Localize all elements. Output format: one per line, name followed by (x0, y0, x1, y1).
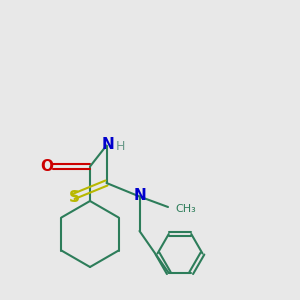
Text: S: S (69, 190, 80, 206)
Text: CH₃: CH₃ (176, 203, 196, 214)
Text: O: O (40, 159, 54, 174)
Text: N: N (134, 188, 146, 203)
Text: H: H (115, 140, 125, 154)
Text: N: N (102, 137, 114, 152)
